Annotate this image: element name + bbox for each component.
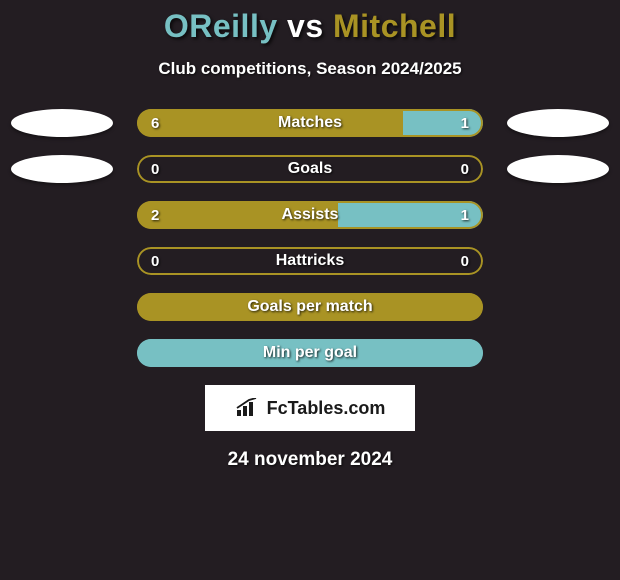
stat-row: Min per goal bbox=[0, 339, 620, 367]
stat-row: Assists21 bbox=[0, 201, 620, 229]
vs-text: vs bbox=[287, 8, 324, 44]
player2-name: Mitchell bbox=[333, 8, 456, 44]
right-value: 0 bbox=[461, 247, 469, 275]
bar-right-fill bbox=[338, 201, 483, 229]
stat-row: Goals0 0 bbox=[0, 155, 620, 183]
stat-bar: Goals per match bbox=[137, 293, 483, 321]
stat-label: Goals bbox=[137, 155, 483, 183]
bar-right-fill bbox=[403, 109, 483, 137]
stat-bar: Goals0 0 bbox=[137, 155, 483, 183]
right-oval bbox=[507, 155, 609, 183]
left-oval bbox=[11, 155, 113, 183]
bar-outline bbox=[137, 247, 483, 275]
left-oval bbox=[11, 339, 113, 367]
bar-left-fill bbox=[137, 201, 338, 229]
left-oval bbox=[11, 293, 113, 321]
left-value: 0 bbox=[151, 247, 159, 275]
bar-outline bbox=[137, 155, 483, 183]
subtitle: Club competitions, Season 2024/2025 bbox=[0, 59, 620, 79]
stat-bar: Hattricks0 0 bbox=[137, 247, 483, 275]
bars-region: Matches61Goals00Assists21Hattricks00Goal… bbox=[0, 109, 620, 367]
right-oval bbox=[507, 247, 609, 275]
right-oval bbox=[507, 339, 609, 367]
right-value: 0 bbox=[461, 155, 469, 183]
right-oval bbox=[507, 201, 609, 229]
stat-bar: Min per goal bbox=[137, 339, 483, 367]
stat-row: Hattricks0 0 bbox=[0, 247, 620, 275]
left-oval bbox=[11, 109, 113, 137]
logo: FcTables.com bbox=[205, 385, 415, 431]
right-oval bbox=[507, 109, 609, 137]
logo-text: FcTables.com bbox=[267, 398, 386, 419]
left-value: 0 bbox=[151, 155, 159, 183]
infographic-container: OReilly vs Mitchell Club competitions, S… bbox=[0, 0, 620, 471]
stat-row: Goals per match bbox=[0, 293, 620, 321]
left-oval bbox=[11, 247, 113, 275]
bar-chart-icon bbox=[235, 398, 261, 418]
page-title: OReilly vs Mitchell bbox=[0, 8, 620, 45]
bar-left-fill bbox=[137, 109, 403, 137]
bar-right-fill bbox=[137, 339, 483, 367]
player1-name: OReilly bbox=[164, 8, 278, 44]
stat-bar: Matches61 bbox=[137, 109, 483, 137]
left-oval bbox=[11, 201, 113, 229]
date: 24 november 2024 bbox=[0, 449, 620, 471]
stat-label: Hattricks bbox=[137, 247, 483, 275]
bar-left-fill bbox=[137, 293, 483, 321]
right-oval bbox=[507, 293, 609, 321]
stat-row: Matches61 bbox=[0, 109, 620, 137]
stat-bar: Assists21 bbox=[137, 201, 483, 229]
